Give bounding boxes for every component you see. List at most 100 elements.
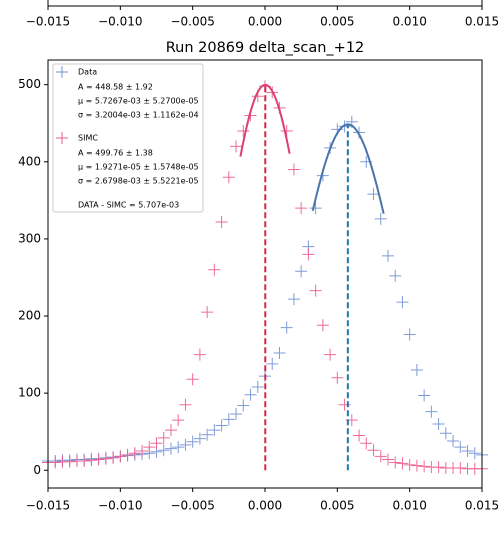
x-tick-label: −0.005 (170, 499, 214, 513)
data-point (410, 459, 423, 472)
data-point (389, 269, 402, 282)
data-point (367, 188, 380, 201)
data-point (99, 452, 112, 465)
top-x-tick-label: 0.005 (320, 15, 354, 29)
data-point (230, 407, 243, 420)
data-point (107, 451, 120, 464)
data-point (128, 447, 141, 460)
data-point (193, 432, 206, 445)
data-point (237, 399, 250, 412)
y-tick-label: 300 (18, 231, 41, 245)
legend-fit-text: A = 448.58 ± 1.92 (78, 83, 153, 92)
data-point (251, 380, 264, 393)
data-point (432, 461, 445, 474)
data-point (172, 414, 185, 427)
data-point (164, 442, 177, 455)
top-x-tick-label: −0.010 (98, 15, 142, 29)
legend-marker (56, 132, 68, 144)
data-point (244, 388, 257, 401)
data-point (78, 455, 91, 468)
data-point (381, 453, 394, 466)
data-point (381, 249, 394, 262)
data-point (222, 171, 235, 184)
x-tick-label: 0.010 (392, 499, 426, 513)
legend-label: Data (78, 68, 97, 77)
y-tick-label: 100 (18, 386, 41, 400)
data-point (439, 427, 452, 440)
data-point (92, 453, 105, 466)
legend-fit-text: σ = 2.6798e-03 ± 5.5221e-05 (78, 177, 199, 186)
data-point (201, 428, 214, 441)
top-x-tick-label: 0.015 (465, 15, 499, 29)
chart-title: Run 20869 delta_scan_+12 (166, 40, 365, 56)
top-x-tick-label: 0.010 (392, 15, 426, 29)
data-point (316, 319, 329, 332)
data-point (309, 202, 322, 215)
data-point (143, 441, 156, 454)
y-tick-label: 0 (33, 463, 41, 477)
data-point (324, 348, 337, 361)
data-point (157, 444, 170, 457)
y-tick-label: 400 (18, 154, 41, 168)
data-point (63, 455, 76, 468)
data-point (403, 458, 416, 471)
fit-curve (239, 83, 291, 157)
data-point (208, 263, 221, 276)
x-tick-label: 0.000 (248, 499, 282, 513)
data-point (461, 444, 474, 457)
data-point (374, 212, 387, 225)
data-point (374, 450, 387, 463)
legend-box (52, 63, 204, 213)
plot-frame (47, 59, 483, 489)
data-point (114, 450, 127, 463)
data-point (157, 431, 170, 444)
data-point (121, 448, 134, 461)
data-point (360, 437, 373, 450)
data-point (410, 364, 423, 377)
data-point (85, 454, 98, 467)
data-point (425, 405, 438, 418)
y-tick-label: 200 (18, 309, 41, 323)
data-point (179, 398, 192, 411)
data-point (331, 371, 344, 384)
x-tick-label: −0.010 (98, 499, 142, 513)
data-point (193, 348, 206, 361)
legend-fit-text: μ = 1.9271e-05 ± 1.5748e-05 (78, 163, 199, 172)
legend-fit-text: σ = 3.2004e-03 ± 1.1162e-04 (78, 111, 199, 120)
data-point (150, 437, 163, 450)
data-point (208, 424, 221, 437)
data-point (273, 347, 286, 360)
data-point (215, 215, 228, 228)
data-point (136, 444, 149, 457)
data-point (237, 124, 250, 137)
legend-label: SIMC (78, 134, 98, 143)
data-point (295, 265, 308, 278)
x-tick-label: −0.015 (26, 499, 70, 513)
data-point (287, 293, 300, 306)
data-point (396, 296, 409, 309)
top-x-tick-label: 0.000 (248, 15, 282, 29)
data-point (280, 321, 293, 334)
data-point (266, 357, 279, 370)
data-point (367, 444, 380, 457)
x-tick-label: 0.015 (465, 499, 499, 513)
data-point (389, 456, 402, 469)
data-point (403, 328, 416, 341)
data-point (172, 441, 185, 454)
legend-marker (56, 66, 68, 78)
data-point (309, 284, 322, 297)
legend-fit-text: μ = 5.7267e-03 ± 5.2700e-05 (78, 97, 199, 106)
data-point (468, 447, 481, 460)
data-point (230, 140, 243, 153)
data-point (295, 202, 308, 215)
data-point (287, 163, 300, 176)
data-point (447, 434, 460, 447)
x-tick-label: 0.005 (320, 499, 354, 513)
data-point (215, 419, 228, 432)
annotation: DATA - SIMC = 5.707e-03 (78, 201, 179, 210)
data-point (396, 457, 409, 470)
data-point (353, 429, 366, 442)
data-point (418, 389, 431, 402)
data-point (201, 306, 214, 319)
